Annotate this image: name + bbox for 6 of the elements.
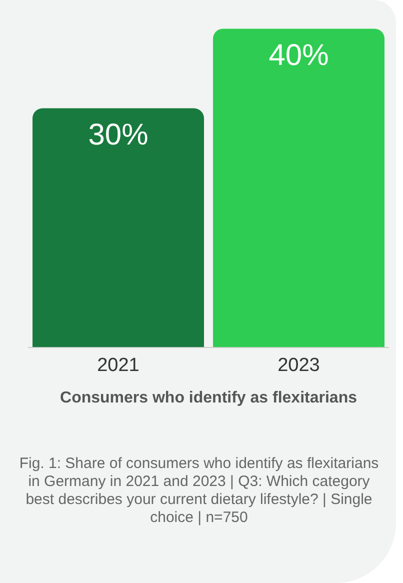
data-label: 40% <box>268 38 329 72</box>
data-label: 30% <box>88 118 148 152</box>
x-axis-title: Consumers who identify as flexitarians <box>60 390 358 406</box>
caption: Fig. 1: Share of consumers who identify as flexitarians in Germany in 2021 and 2023 | Q3: Which category best describes your current dietary lifestyle? | Single choice | n=750 <box>18 455 380 527</box>
x-tick-label: 2021 <box>97 354 140 376</box>
x-tick-label: 2023 <box>278 354 320 376</box>
